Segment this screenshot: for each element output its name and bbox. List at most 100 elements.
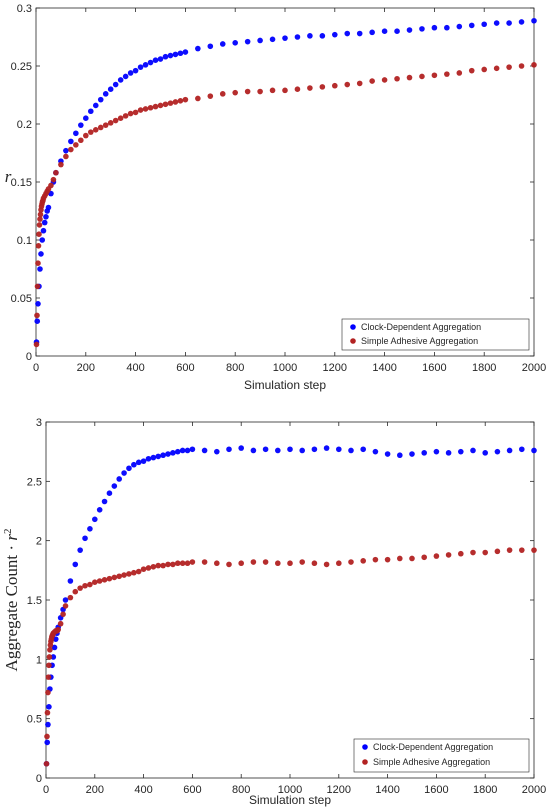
x-tick-label: 1200 (323, 362, 347, 374)
x-tick-label: 1400 (375, 784, 399, 796)
data-point-clock-dependent-bottom (101, 498, 108, 505)
x-tick-label: 400 (126, 362, 144, 374)
y-axis-label-bottom: Aggregate Count · r2 (2, 529, 21, 672)
data-point-clock-dependent-top (282, 35, 288, 41)
data-point-clock-dependent-bottom (214, 448, 220, 455)
data-point-clock-dependent-bottom (494, 448, 501, 455)
data-point-simple-adhesive-bottom (140, 566, 147, 572)
data-point-simple-adhesive-bottom (111, 574, 118, 581)
data-point-simple-adhesive-top (68, 146, 74, 153)
data-point-clock-dependent-top (172, 51, 179, 58)
data-point-clock-dependent-top (117, 77, 124, 83)
data-point-simple-adhesive-bottom (116, 573, 122, 580)
x-tick-label: 200 (77, 362, 95, 374)
data-point-clock-dependent-top (294, 34, 301, 40)
data-point-clock-dependent-bottom (116, 476, 122, 482)
data-point-simple-adhesive-bottom (189, 559, 196, 565)
y-axis-label-top: r (5, 167, 12, 186)
data-point-simple-adhesive-bottom (77, 585, 83, 591)
x-tick-label: 2000 (522, 784, 546, 796)
data-point-simple-adhesive-bottom (470, 549, 476, 556)
data-point-simple-adhesive-top (48, 182, 54, 189)
data-point-simple-adhesive-bottom (421, 554, 428, 561)
data-point-simple-adhesive-bottom (46, 654, 53, 660)
data-point-simple-adhesive-top (307, 85, 313, 91)
data-point-simple-adhesive-bottom (214, 560, 220, 567)
x-tick-label: 1800 (473, 784, 497, 796)
y-tick-label: 0.2 (17, 119, 32, 131)
data-point-clock-dependent-top (468, 22, 475, 29)
data-point-simple-adhesive-top (195, 95, 201, 102)
ticks-top: 0 200 400 600 800 1000 1200 1400 1600 1800 2000 0 0.… (11, 3, 547, 374)
chart-bottom: 0 200 400 600 800 1000 1200 1400 1600 1800 2000 0 0.… (2, 417, 546, 807)
data-point-simple-adhesive-bottom (135, 568, 142, 575)
x-axis-label-bottom: Simulation step (249, 793, 331, 807)
data-point-simple-adhesive-top (481, 66, 488, 73)
data-point-clock-dependent-bottom (184, 447, 191, 454)
data-point-clock-dependent-top (37, 266, 43, 272)
data-point-simple-adhesive-bottom (433, 553, 440, 559)
y-tick-label: 1 (36, 654, 42, 666)
data-point-simple-adhesive-bottom (250, 559, 257, 565)
data-point-simple-adhesive-bottom (184, 560, 191, 567)
x-tick-label: 600 (176, 362, 194, 374)
data-point-simple-adhesive-top (112, 117, 119, 124)
data-point-simple-adhesive-bottom (67, 594, 74, 601)
data-point-simple-adhesive-top (456, 70, 463, 76)
data-point-simple-adhesive-bottom (145, 565, 152, 571)
data-point-clock-dependent-top (35, 301, 41, 307)
data-point-clock-dependent-bottom (470, 447, 476, 454)
data-point-simple-adhesive-bottom (43, 760, 50, 767)
data-point-clock-dependent-bottom (372, 448, 379, 455)
data-point-simple-adhesive-top (132, 109, 139, 116)
data-point-clock-dependent-top (456, 23, 463, 30)
data-point-clock-dependent-top (307, 33, 313, 39)
data-point-clock-dependent-top (63, 147, 69, 154)
data-point-simple-adhesive-bottom (409, 555, 415, 562)
ticks-bottom: 0 200 400 600 800 1000 1200 1400 1600 1800 2000 0 0.… (27, 417, 547, 796)
x-tick-label: 1200 (327, 784, 351, 796)
data-point-clock-dependent-bottom (519, 446, 525, 453)
data-point-simple-adhesive-top (182, 96, 189, 103)
data-point-clock-dependent-bottom (323, 445, 330, 451)
data-point-simple-adhesive-top (37, 216, 43, 222)
data-point-clock-dependent-top (152, 57, 159, 63)
data-point-simple-adhesive-bottom (55, 626, 61, 633)
data-point-simple-adhesive-top (36, 222, 43, 228)
data-point-clock-dependent-bottom (311, 446, 318, 453)
data-point-simple-adhesive-top (34, 312, 40, 319)
data-point-simple-adhesive-bottom (155, 562, 162, 569)
data-point-clock-dependent-top (518, 19, 525, 25)
data-point-clock-dependent-top (39, 237, 46, 243)
data-point-simple-adhesive-bottom (519, 547, 525, 553)
data-point-clock-dependent-top (43, 214, 49, 220)
data-point-simple-adhesive-bottom (165, 561, 171, 568)
data-point-simple-adhesive-top (127, 110, 134, 117)
data-point-simple-adhesive-bottom (348, 559, 354, 565)
data-point-simple-adhesive-top (294, 86, 301, 92)
data-point-clock-dependent-top (531, 17, 537, 24)
data-point-clock-dependent-bottom (145, 455, 152, 462)
data-point-simple-adhesive-top (356, 80, 363, 87)
legend-label-clock-bottom: Clock-Dependent Aggregation (373, 742, 493, 752)
data-point-simple-adhesive-top (87, 129, 94, 135)
data-point-simple-adhesive-top (34, 283, 41, 290)
data-point-clock-dependent-top (431, 24, 438, 31)
data-point-clock-dependent-bottom (44, 739, 51, 746)
data-point-clock-dependent-bottom (92, 516, 98, 523)
data-point-simple-adhesive-top (167, 100, 174, 106)
data-point-clock-dependent-bottom (201, 447, 208, 454)
legend-box-top (341, 318, 530, 351)
data-point-clock-dependent-bottom (287, 446, 293, 453)
data-point-clock-dependent-bottom (135, 459, 142, 466)
data-point-simple-adhesive-bottom (60, 611, 66, 618)
data-point-clock-dependent-top (369, 29, 375, 36)
data-point-clock-dependent-bottom (531, 447, 537, 454)
data-point-clock-dependent-top (41, 219, 48, 226)
data-point-simple-adhesive-top (117, 115, 124, 121)
data-point-simple-adhesive-bottom (531, 547, 537, 553)
data-point-clock-dependent-top (444, 24, 450, 31)
data-point-clock-dependent-top (182, 49, 189, 55)
data-point-simple-adhesive-top (35, 260, 41, 267)
data-point-clock-dependent-top (344, 30, 351, 37)
